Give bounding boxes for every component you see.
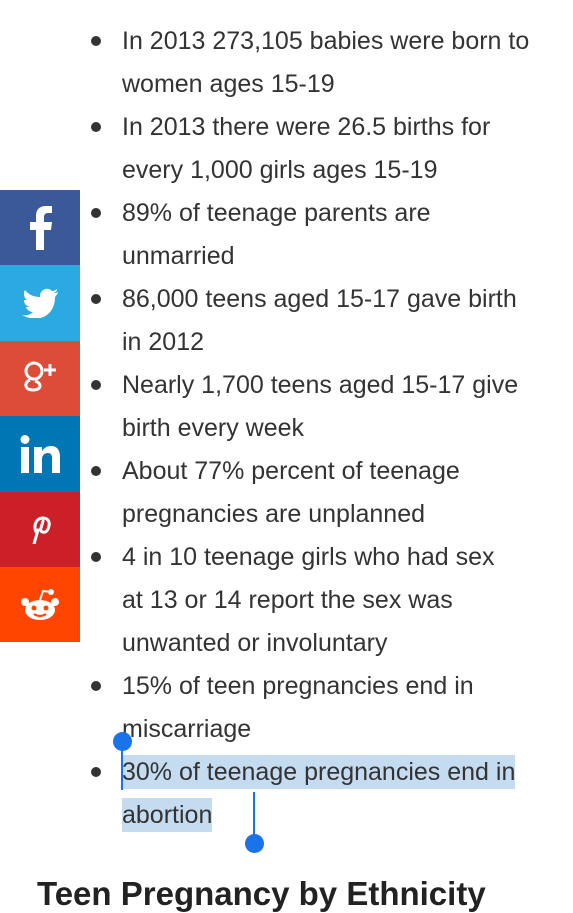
selection-start-bar <box>121 748 123 790</box>
reddit-icon <box>21 588 59 620</box>
facebook-button[interactable] <box>0 190 80 266</box>
reddit-button[interactable] <box>0 566 80 643</box>
list-item-text: In 2013 there were 26.5 births for every… <box>122 113 491 184</box>
list-item-text: 30% of teenage pregnancies end in aborti… <box>122 755 516 832</box>
list-item: 89% of teenage parents are unmarried <box>91 192 542 278</box>
list-item: About 77% percent of teenage pregnancies… <box>91 450 542 536</box>
google-plus-icon <box>24 361 56 392</box>
google-plus-button[interactable] <box>0 340 80 417</box>
list-item-text: Nearly 1,700 teens aged 15-17 give birth… <box>122 371 519 442</box>
list-item-text: 89% of teenage parents are unmarried <box>122 199 431 270</box>
list-item-text: 4 in 10 teenage girls who had sex at 13 … <box>122 543 495 657</box>
twitter-icon <box>22 288 58 319</box>
twitter-button[interactable] <box>0 265 80 341</box>
facebook-icon <box>30 205 52 250</box>
list-item-text: 86,000 teens aged 15-17 gave birth in 20… <box>122 285 517 356</box>
pinterest-button[interactable] <box>0 491 80 567</box>
linkedin-icon <box>20 434 60 473</box>
share-bar <box>0 190 80 643</box>
section-heading: Teen Pregnancy by Ethnicity <box>37 875 486 912</box>
list-item: Nearly 1,700 teens aged 15-17 give birth… <box>91 364 542 450</box>
list-item: 30% of teenage pregnancies end in aborti… <box>91 751 538 837</box>
list-item-text: About 77% percent of teenage pregnancies… <box>122 457 460 528</box>
fact-list: In 2013 273,105 babies were born to wome… <box>0 20 542 837</box>
list-item: 4 in 10 teenage girls who had sex at 13 … <box>91 536 522 665</box>
list-item: 15% of teen pregnancies end in miscarria… <box>91 665 542 751</box>
list-item-text: In 2013 273,105 babies were born to wome… <box>122 27 530 98</box>
list-item: In 2013 273,105 babies were born to wome… <box>91 20 542 106</box>
pinterest-icon <box>32 516 51 545</box>
selection-end-handle[interactable] <box>245 834 264 853</box>
selection-end-bar <box>253 792 255 836</box>
list-item-text: 15% of teen pregnancies end in miscarria… <box>122 672 474 743</box>
linkedin-button[interactable] <box>0 416 80 492</box>
list-item: In 2013 there were 26.5 births for every… <box>91 106 542 192</box>
selection-start-handle[interactable] <box>113 732 132 751</box>
list-item: 86,000 teens aged 15-17 gave birth in 20… <box>91 278 542 364</box>
